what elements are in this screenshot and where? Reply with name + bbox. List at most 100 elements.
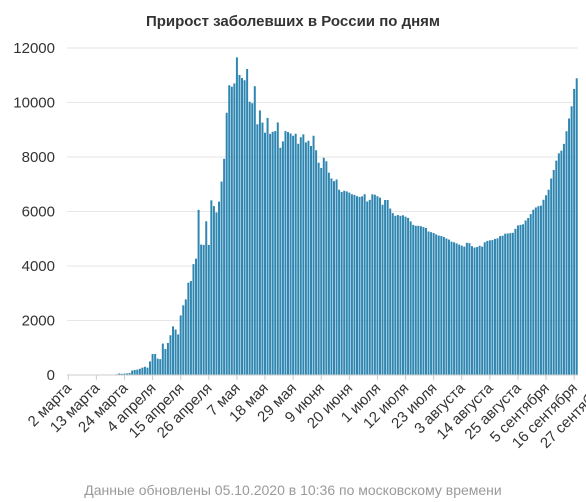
bar: [447, 239, 450, 375]
bar: [427, 231, 430, 375]
bar: [366, 201, 369, 375]
bar: [547, 189, 550, 375]
bar: [304, 142, 307, 375]
bar: [335, 179, 338, 375]
bar: [269, 133, 272, 375]
bar: [159, 359, 162, 375]
bar: [504, 233, 507, 375]
bar: [238, 74, 241, 376]
bar: [154, 353, 157, 375]
bar: [432, 232, 435, 375]
bar: [333, 181, 335, 375]
bar: [478, 245, 481, 375]
bar: [258, 110, 261, 376]
bar: [174, 329, 177, 375]
chart-title: Прирост заболевших в России по дням: [146, 13, 440, 30]
bar: [327, 172, 330, 375]
bar: [473, 247, 476, 375]
bar: [412, 224, 415, 375]
bar: [378, 197, 381, 375]
bar: [266, 117, 269, 376]
bar: [458, 244, 461, 375]
bar: [353, 194, 356, 375]
bar: [195, 258, 198, 375]
bar: [493, 238, 496, 375]
bar: [470, 246, 473, 375]
bar: [552, 170, 555, 375]
bar: [435, 234, 438, 375]
bar: [184, 299, 187, 375]
bar: [440, 235, 443, 375]
bar: [450, 241, 453, 375]
bar: [386, 200, 389, 375]
bar: [189, 281, 192, 375]
bar: [179, 315, 182, 375]
bar: [325, 161, 328, 375]
bar: [315, 150, 318, 375]
bar: [514, 228, 517, 375]
bar: [488, 240, 491, 375]
bar: [123, 373, 126, 375]
bar: [404, 216, 407, 375]
bar: [550, 178, 553, 375]
bar: [338, 189, 341, 375]
bar: [200, 244, 203, 375]
bar: [322, 157, 325, 375]
bar: [445, 238, 448, 375]
bar: [330, 178, 333, 375]
bar: [246, 68, 249, 376]
bar: [292, 135, 295, 375]
bar: [248, 101, 251, 376]
bar: [202, 244, 205, 375]
bar: [143, 366, 146, 375]
bar: [138, 368, 141, 375]
bar: [241, 78, 244, 375]
bar: [118, 373, 121, 375]
bar: [177, 334, 180, 375]
bar: [228, 85, 231, 375]
bar: [396, 215, 399, 375]
bar: [363, 194, 366, 375]
bar: [207, 244, 210, 375]
bar: [417, 225, 420, 375]
bar: [223, 158, 226, 375]
bar: [460, 245, 463, 375]
bar: [555, 160, 558, 375]
y-tick-label: 4000: [22, 258, 55, 275]
bar: [529, 214, 532, 375]
bar: [126, 373, 129, 375]
bar: [169, 335, 172, 375]
y-tick-labels: 0 2000 4000 6000 8000 10000 12000: [13, 40, 55, 384]
bar: [407, 217, 410, 375]
bar: [399, 215, 402, 375]
bar: [225, 112, 228, 376]
bar: [491, 240, 494, 375]
bar: [358, 196, 361, 375]
bar: [381, 204, 384, 375]
bar: [235, 57, 238, 376]
bar: [215, 212, 218, 375]
bar: [172, 326, 175, 375]
bar: [271, 131, 274, 375]
bar: [356, 196, 358, 375]
bar: [419, 226, 422, 375]
bar: [368, 199, 371, 375]
bar: [534, 207, 537, 375]
bar: [261, 122, 264, 375]
bar: [532, 209, 535, 375]
bar: [312, 135, 315, 375]
bar: [430, 232, 433, 375]
bar: [220, 181, 223, 375]
bar: [210, 200, 213, 375]
bar: [156, 358, 159, 375]
bar: [141, 367, 144, 375]
bar: [281, 141, 284, 375]
bar: [455, 243, 458, 375]
bar: [483, 242, 486, 375]
bar: [560, 150, 563, 375]
bar: [310, 145, 312, 375]
bar: [276, 122, 279, 375]
y-tick-label: 8000: [22, 149, 55, 166]
